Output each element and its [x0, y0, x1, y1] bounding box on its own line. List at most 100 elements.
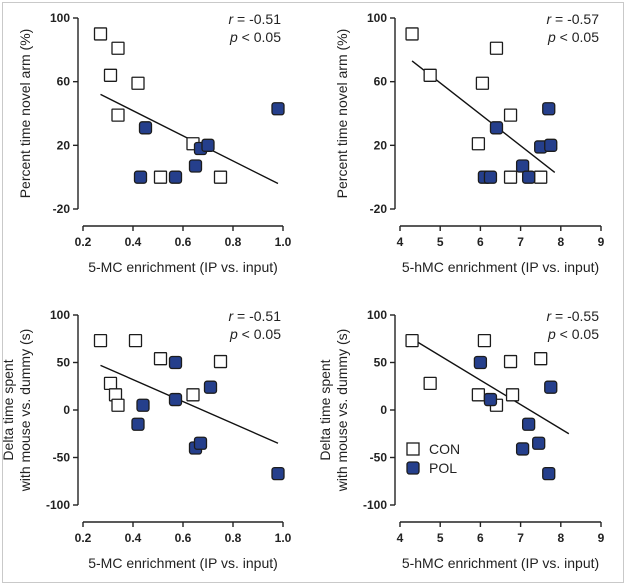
con-point [111, 41, 125, 55]
r-value: r = -0.51 [228, 308, 281, 324]
pol-point [168, 170, 183, 184]
p-value: p < 0.05 [229, 326, 281, 342]
con-point [503, 354, 518, 369]
x-tick-label: 9 [598, 531, 605, 545]
con-point [505, 388, 520, 402]
con-point [103, 68, 118, 82]
con-point [475, 76, 490, 90]
y-tick-label: -20 [53, 202, 71, 216]
scatter-panel-2: 100 60 20 -20 4 5 6 7 8 9 5-hMC enrichment (IP vs.… [334, 11, 605, 275]
y-axis-title: Percent time novel arm (%) [17, 29, 33, 199]
x-tick-label: 0.8 [225, 531, 242, 545]
pol-point [515, 442, 530, 456]
con-point [471, 137, 486, 151]
pol-point [201, 138, 215, 152]
y-tick-label: 60 [374, 75, 388, 89]
pol-point [542, 466, 556, 481]
con-point [477, 333, 492, 348]
pol-point [483, 392, 498, 407]
r-value: r = -0.57 [546, 11, 599, 27]
x-tick-label: 6 [477, 235, 484, 249]
legend-pol-label: POL [429, 460, 457, 476]
y-tick-label: 100 [367, 11, 387, 25]
x-tick-label: 0.2 [75, 531, 92, 545]
y-tick-label: 50 [57, 356, 71, 370]
r-value: r = -0.55 [546, 308, 599, 324]
scatter-panel-1: 100 60 20 -20 0.2 0.4 0.6 0.8 1.0 5-MC enrichment… [17, 11, 292, 275]
y-tick-label: 0 [380, 403, 387, 417]
legend-pol-swatch [406, 461, 420, 475]
x-tick-label: 5 [437, 531, 444, 545]
y-tick-label: -20 [370, 202, 388, 216]
y-axis-title: Delta time spent [317, 359, 333, 460]
scatter-panel-3: 100 50 0 -50 -100 0.2 0.4 0.6 0.8 1.0 5-MC enrichm… [0, 308, 292, 571]
con-point [93, 27, 108, 41]
con-point [111, 108, 125, 122]
x-axis-title: 5-hMC enrichment (IP vs. input) [402, 259, 599, 275]
y-tick-label: 100 [50, 11, 70, 25]
y-tick-label: -100 [46, 498, 70, 512]
pol-point [544, 138, 558, 152]
con-point [128, 333, 143, 348]
y-tick-label: -50 [53, 451, 71, 465]
x-tick-label: 0.4 [125, 531, 142, 545]
x-tick-label: 0.6 [175, 235, 192, 249]
con-point [405, 333, 419, 348]
legend-con-swatch [406, 442, 420, 456]
con-point [489, 41, 504, 55]
y-axis-title: Percent time novel arm (%) [334, 29, 350, 199]
con-point [93, 333, 108, 348]
pol-point [271, 102, 285, 116]
y-tick-label: 100 [50, 308, 70, 322]
con-point [423, 68, 437, 82]
con-point [405, 27, 419, 41]
y-tick-label: 20 [374, 138, 388, 152]
y-tick-label: 60 [57, 75, 71, 89]
pol-point [133, 170, 148, 184]
y-tick-label: -50 [370, 451, 388, 465]
p-value: p < 0.05 [547, 326, 599, 342]
y-tick-label: 100 [367, 308, 387, 322]
pol-point [515, 159, 530, 173]
legend: CON POL [406, 441, 460, 476]
con-point [103, 376, 118, 391]
x-axis-title: 5-MC enrichment (IP vs. input) [88, 555, 278, 571]
x-tick-label: 0.2 [75, 235, 92, 249]
con-point [534, 352, 548, 366]
x-tick-label: 0.4 [125, 235, 142, 249]
x-axis-title: 5-hMC enrichment (IP vs. input) [402, 555, 599, 571]
x-axis-title: 5-MC enrichment (IP vs. input) [88, 259, 278, 275]
x-tick-label: 9 [598, 235, 605, 249]
x-tick-label: 4 [397, 531, 404, 545]
pol-point [188, 159, 203, 173]
pol-point [271, 466, 285, 481]
con-point [471, 388, 486, 402]
p-value: p < 0.05 [547, 29, 599, 45]
pol-point [203, 380, 218, 394]
x-tick-label: 8 [557, 531, 564, 545]
y-axis-title: with mouse vs. dummy (s) [334, 329, 350, 493]
con-point [153, 170, 168, 184]
pol-point [542, 102, 556, 116]
y-tick-label: 20 [57, 138, 71, 152]
x-tick-label: 7 [517, 531, 524, 545]
con-point [131, 76, 145, 90]
x-tick-label: 5 [437, 235, 444, 249]
x-tick-label: 1.0 [275, 531, 292, 545]
legend-con-label: CON [429, 441, 460, 457]
pol-point [483, 170, 498, 184]
y-axis-title: with mouse vs. dummy (s) [17, 329, 33, 493]
x-tick-label: 0.6 [175, 531, 192, 545]
r-value: r = -0.51 [228, 11, 281, 27]
con-point [213, 170, 228, 184]
pol-point [168, 355, 183, 370]
con-point [534, 170, 548, 184]
pol-point [521, 170, 536, 184]
pol-point [168, 392, 183, 407]
x-tick-label: 1.0 [275, 235, 292, 249]
x-tick-label: 0.8 [225, 235, 242, 249]
regression-line [100, 364, 279, 444]
con-point [186, 388, 200, 402]
